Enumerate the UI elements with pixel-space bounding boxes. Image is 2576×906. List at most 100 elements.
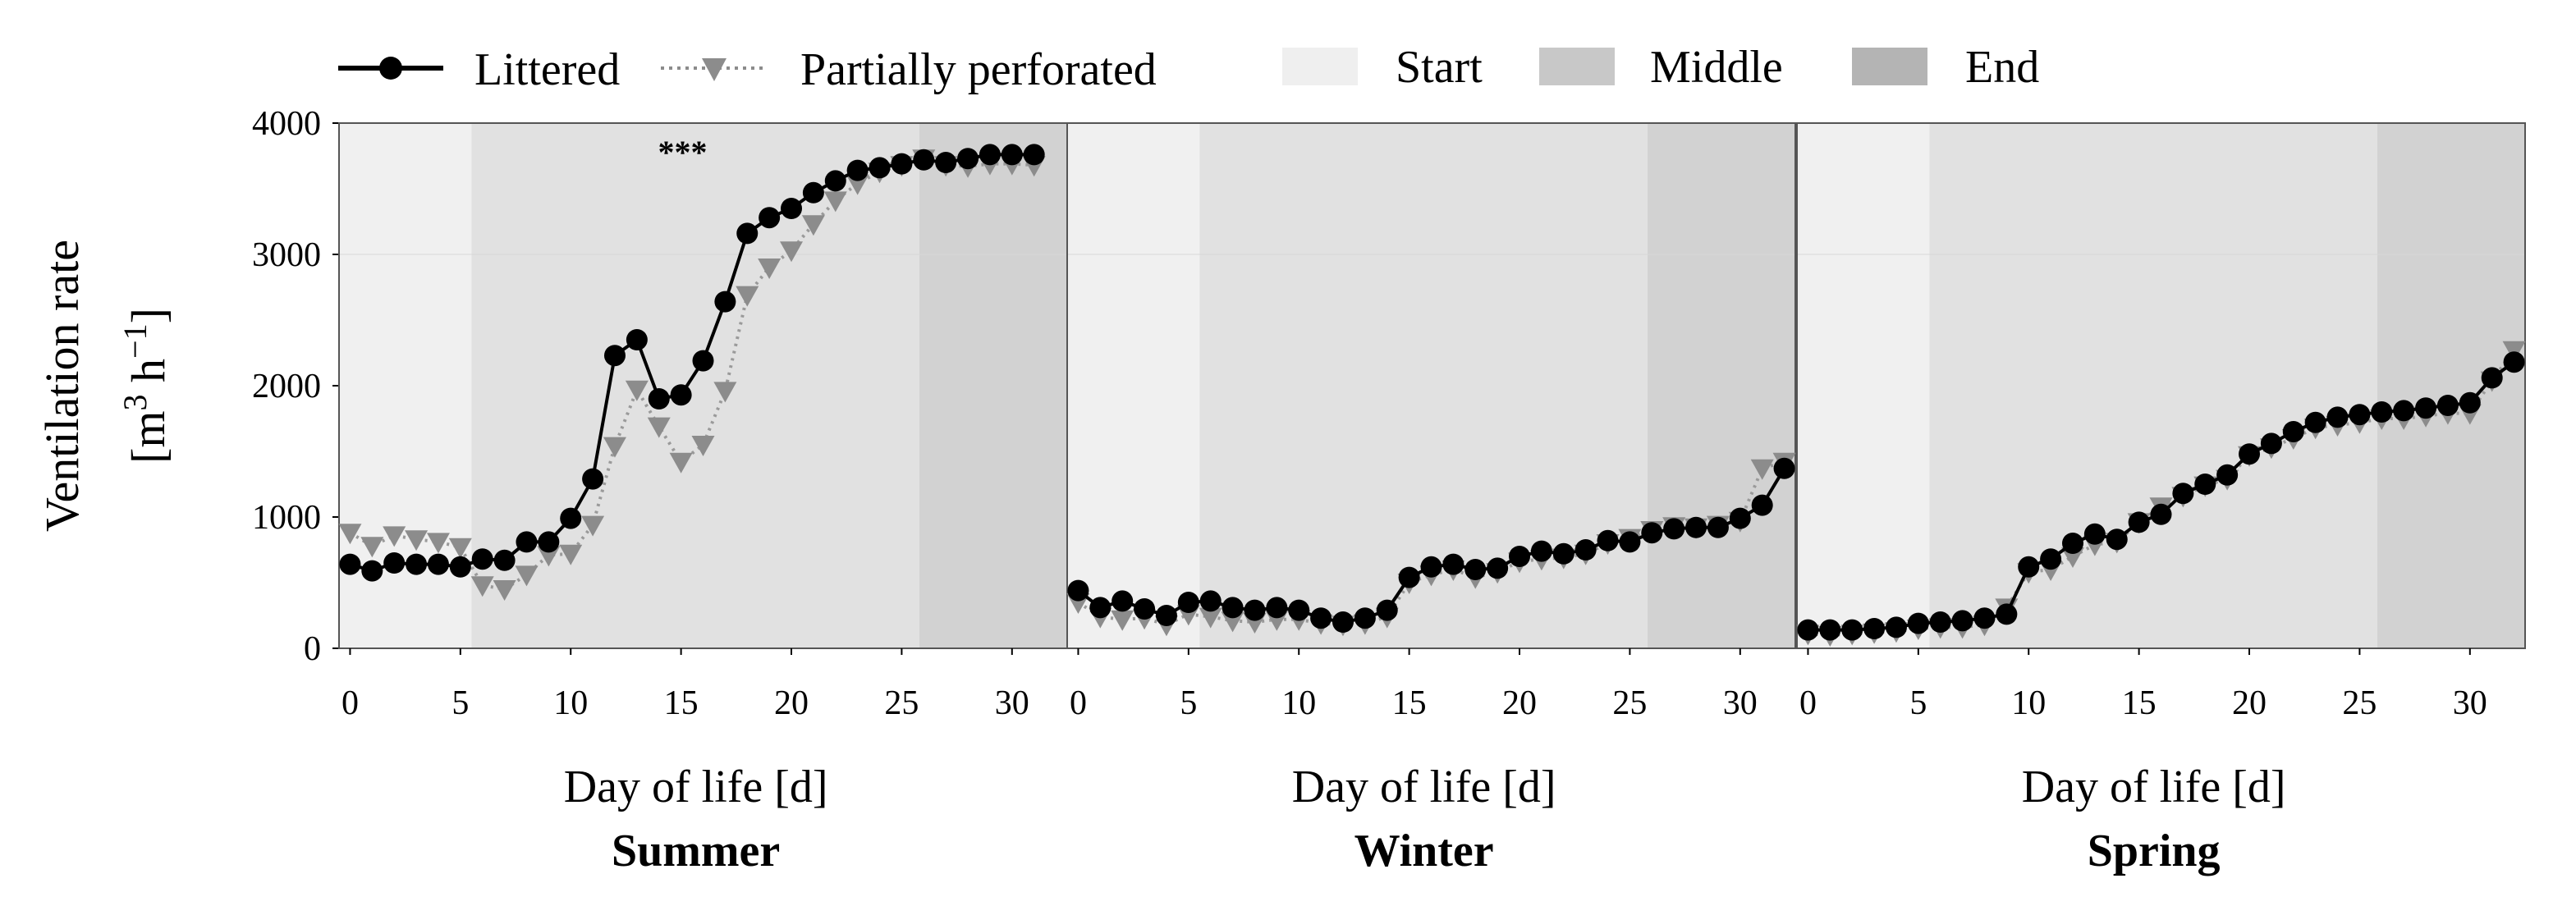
data-point-littered bbox=[2040, 548, 2062, 570]
data-point-littered bbox=[1509, 546, 1531, 567]
data-point-littered bbox=[781, 198, 803, 219]
data-point-littered bbox=[449, 556, 471, 578]
data-point-littered bbox=[957, 148, 979, 170]
data-point-littered bbox=[1332, 611, 1354, 633]
data-point-littered bbox=[1707, 516, 1729, 538]
data-point-partially-perforated bbox=[1199, 607, 1222, 629]
data-point-littered bbox=[1552, 542, 1574, 565]
data-point-partially-perforated bbox=[537, 546, 561, 567]
panel-frame bbox=[1796, 122, 2526, 649]
x-tick-label: 0 bbox=[1070, 684, 1087, 722]
data-point-littered bbox=[1266, 597, 1288, 619]
panel-frame bbox=[1066, 122, 1796, 649]
legend-perforated-marker bbox=[702, 58, 727, 81]
data-point-littered bbox=[2083, 523, 2106, 545]
data-point-partially-perforated bbox=[360, 537, 384, 558]
data-point-littered bbox=[1641, 522, 1663, 544]
data-point-partially-perforated bbox=[559, 544, 583, 565]
phase-band-middle bbox=[1929, 123, 2377, 648]
data-point-littered bbox=[1398, 566, 1420, 588]
data-point-littered bbox=[1773, 457, 1795, 479]
y-axis-title-line1: Ventilation rate bbox=[35, 240, 89, 532]
data-point-partially-perforated bbox=[515, 565, 539, 587]
data-point-littered bbox=[891, 153, 913, 175]
data-point-littered bbox=[935, 152, 957, 173]
data-point-partially-perforated bbox=[603, 437, 626, 458]
data-point-littered bbox=[2393, 400, 2415, 422]
data-point-littered bbox=[1819, 619, 1841, 641]
data-point-littered bbox=[869, 157, 891, 179]
y-tick-label: 0 bbox=[304, 630, 321, 668]
y-tick-label: 1000 bbox=[252, 499, 321, 537]
data-point-littered bbox=[670, 384, 692, 406]
data-point-littered bbox=[1464, 559, 1487, 580]
data-point-littered bbox=[1067, 579, 1089, 602]
season-title: Spring bbox=[2088, 826, 2221, 876]
legend-littered-marker bbox=[379, 57, 402, 80]
data-point-partially-perforated bbox=[493, 580, 516, 601]
data-point-littered bbox=[979, 144, 1001, 166]
data-point-littered bbox=[516, 531, 538, 553]
data-point-littered bbox=[759, 207, 781, 229]
data-point-littered bbox=[2061, 533, 2083, 554]
data-point-littered bbox=[2415, 397, 2437, 419]
x-tick-label: 15 bbox=[664, 684, 699, 722]
data-point-littered bbox=[1288, 599, 1310, 621]
data-point-littered bbox=[1001, 144, 1023, 166]
data-point-littered bbox=[1089, 597, 1112, 619]
phase-band-start bbox=[1797, 123, 1930, 648]
y-axis-unit-part: ] bbox=[121, 308, 175, 323]
data-point-littered bbox=[2481, 367, 2503, 389]
data-point-partially-perforated bbox=[691, 436, 715, 456]
x-tick-label: 20 bbox=[774, 684, 809, 722]
data-point-littered bbox=[2150, 503, 2172, 525]
x-tick-label: 15 bbox=[1392, 684, 1427, 722]
y-tick-label: 3000 bbox=[252, 236, 321, 274]
data-point-littered bbox=[1973, 607, 1996, 629]
x-tick-label: 25 bbox=[2342, 684, 2377, 722]
x-tick-label: 30 bbox=[2453, 684, 2487, 722]
data-point-partially-perforated bbox=[1111, 610, 1134, 631]
data-point-littered bbox=[1420, 556, 1442, 578]
data-point-littered bbox=[1996, 603, 2018, 625]
legend-phase-swatch-middle bbox=[1539, 48, 1615, 85]
data-point-partially-perforated bbox=[647, 417, 671, 438]
data-point-littered bbox=[802, 181, 824, 204]
data-point-littered bbox=[560, 507, 582, 529]
data-point-littered bbox=[846, 159, 869, 181]
phase-band-end bbox=[1647, 123, 1795, 648]
data-point-littered bbox=[1685, 516, 1707, 538]
legend-phase-label-middle: Middle bbox=[1650, 42, 1783, 93]
data-point-partially-perforated bbox=[801, 215, 825, 236]
data-point-littered bbox=[2216, 464, 2239, 486]
x-tick-label: 20 bbox=[2232, 684, 2267, 722]
data-point-littered bbox=[2326, 406, 2349, 428]
data-point-littered bbox=[1885, 616, 1907, 638]
data-point-littered bbox=[2371, 401, 2393, 423]
data-point-littered bbox=[1244, 599, 1266, 621]
data-point-littered bbox=[1134, 598, 1156, 620]
data-point-littered bbox=[1863, 618, 1886, 639]
data-point-partially-perforated bbox=[669, 452, 693, 474]
legend-perforated-label: Partially perforated bbox=[800, 44, 1157, 95]
phase-band-end bbox=[919, 123, 1067, 648]
data-point-partially-perforated bbox=[2060, 547, 2084, 568]
data-point-littered bbox=[1597, 529, 1619, 551]
y-tick-label: 4000 bbox=[252, 105, 321, 143]
data-point-littered bbox=[2349, 404, 2371, 426]
data-point-littered bbox=[538, 531, 560, 553]
x-axis-title: Day of life [d] bbox=[2022, 762, 2286, 812]
data-point-partially-perforated bbox=[448, 538, 472, 559]
data-point-partially-perforated bbox=[1750, 459, 1774, 480]
data-point-littered bbox=[1177, 592, 1199, 613]
x-axis-title: Day of life [d] bbox=[564, 762, 828, 812]
data-point-littered bbox=[736, 222, 759, 245]
x-tick-label: 10 bbox=[553, 684, 588, 722]
data-point-littered bbox=[339, 553, 361, 575]
data-point-littered bbox=[824, 170, 846, 192]
x-tick-label: 30 bbox=[1723, 684, 1758, 722]
data-point-littered bbox=[1112, 590, 1134, 612]
data-point-littered bbox=[471, 548, 493, 570]
y-axis-title: Ventilation rate [m3 h−1] bbox=[35, 240, 175, 532]
